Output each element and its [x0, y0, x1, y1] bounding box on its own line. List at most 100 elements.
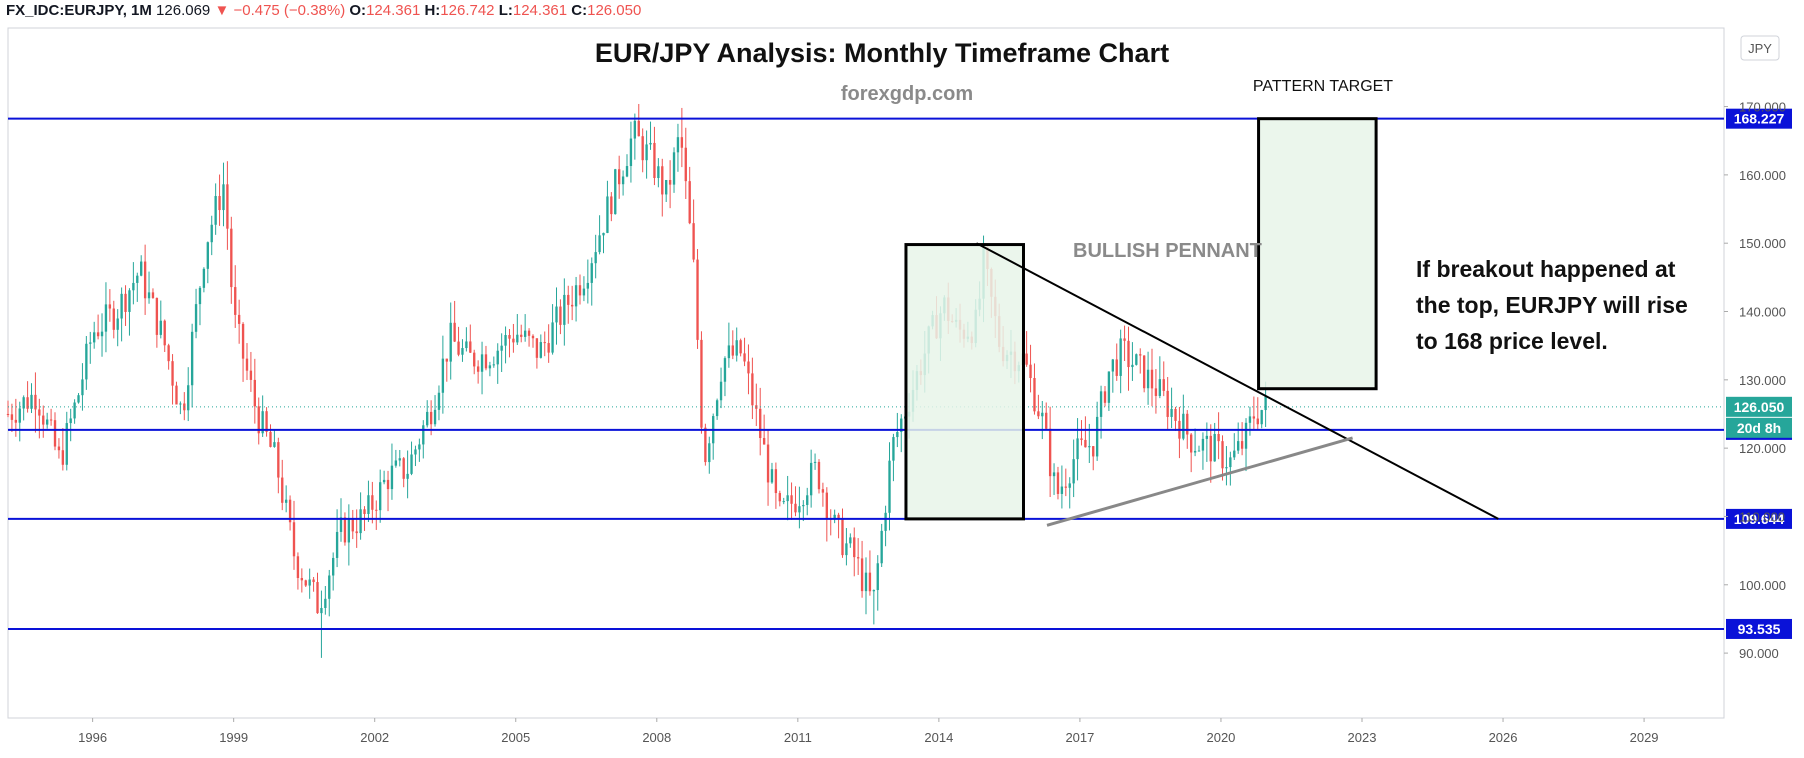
- candle: [492, 364, 495, 366]
- candle: [367, 495, 370, 515]
- candle: [1092, 446, 1095, 457]
- candle: [1033, 378, 1036, 412]
- candle: [57, 446, 61, 451]
- candle: [1170, 408, 1173, 417]
- currency-button[interactable]: JPY: [1740, 35, 1780, 61]
- candle: [1127, 340, 1130, 368]
- close-label: C:: [571, 2, 588, 19]
- candle: [81, 379, 84, 396]
- candle: [402, 458, 405, 479]
- price-level-tag: [1726, 108, 1792, 129]
- candle: [1135, 354, 1138, 365]
- candle: [531, 335, 535, 339]
- candle: [136, 275, 139, 283]
- candle: [512, 338, 515, 343]
- candle: [89, 342, 92, 344]
- candle: [108, 304, 112, 309]
- candle: [347, 518, 351, 543]
- candle: [198, 287, 202, 305]
- candle: [618, 169, 621, 185]
- candle: [363, 509, 366, 515]
- candle: [1252, 416, 1256, 419]
- candle: [594, 252, 597, 264]
- candle: [747, 361, 750, 374]
- candle: [1037, 411, 1040, 417]
- candle: [222, 184, 225, 211]
- candle: [284, 499, 288, 503]
- candle: [179, 403, 182, 405]
- time-axis[interactable]: 1996 1999 2002 2005 2008 2011 2014 2017 2020 2023…: [78, 718, 1659, 745]
- candle: [453, 322, 456, 342]
- candle: [1174, 408, 1177, 421]
- candle: [433, 409, 437, 425]
- candle: [845, 543, 848, 556]
- x-tick-label: 2017: [1065, 730, 1094, 745]
- symbol-label[interactable]: FX_IDC:EURJPY, 1M: [6, 2, 152, 19]
- candle: [1154, 388, 1158, 396]
- candle: [1045, 412, 1048, 429]
- candle: [390, 465, 394, 490]
- candle: [625, 166, 629, 177]
- candle: [629, 138, 633, 167]
- candle: [265, 411, 268, 432]
- candle: [774, 469, 778, 494]
- candle: [371, 495, 374, 510]
- candle: [414, 449, 417, 455]
- candle: [849, 537, 852, 544]
- candle: [1244, 422, 1248, 449]
- candle: [410, 454, 413, 474]
- candle: [304, 580, 307, 586]
- candle: [461, 348, 464, 355]
- candle: [386, 479, 390, 490]
- candle: [1131, 364, 1134, 368]
- pattern-target-label: PATTERN TARGET: [1253, 78, 1393, 95]
- candle: [872, 590, 876, 592]
- candle: [606, 196, 609, 233]
- price-level-tag: [1726, 618, 1792, 639]
- price-axis[interactable]: 90.000 100.000 110.000 120.000 130.000 140.00…: [1724, 100, 1786, 662]
- candle: [30, 394, 33, 409]
- candle: [645, 144, 648, 161]
- candle: [1186, 413, 1189, 435]
- candle: [277, 442, 280, 478]
- candle: [653, 142, 656, 178]
- candle: [1209, 435, 1212, 462]
- x-tick-label: 2026: [1489, 730, 1518, 745]
- candle: [884, 512, 887, 531]
- candle: [1142, 355, 1146, 389]
- candle: [770, 469, 774, 483]
- candle: [124, 293, 127, 312]
- candle: [1233, 450, 1236, 458]
- candle: [1264, 395, 1267, 411]
- candle: [574, 285, 578, 307]
- candle: [312, 579, 315, 583]
- candle: [226, 184, 229, 229]
- x-tick-label: 2023: [1348, 730, 1377, 745]
- candle: [1229, 457, 1232, 468]
- candle: [762, 438, 766, 445]
- candle: [77, 395, 80, 403]
- candle: [241, 323, 245, 359]
- candle: [406, 473, 409, 479]
- x-tick-label: 2005: [501, 730, 530, 745]
- candle: [508, 335, 511, 339]
- candle: [637, 120, 640, 137]
- candle: [806, 495, 809, 505]
- y-tick-label: 130.000: [1739, 373, 1786, 388]
- x-tick-label: 2002: [360, 730, 389, 745]
- upper-trendline: [976, 242, 1499, 520]
- candle: [1025, 353, 1028, 365]
- candle: [296, 556, 300, 579]
- candle: [10, 414, 14, 420]
- candle: [167, 345, 170, 362]
- candle: [563, 294, 566, 325]
- candle: [704, 427, 707, 463]
- candle: [1240, 441, 1244, 449]
- pennant-pole-box: [904, 243, 1025, 521]
- y-tick-label: 110.000: [1739, 509, 1785, 524]
- candle: [1084, 439, 1087, 448]
- high-value: 126.742: [440, 2, 495, 19]
- candle: [641, 136, 644, 161]
- candle: [684, 147, 687, 182]
